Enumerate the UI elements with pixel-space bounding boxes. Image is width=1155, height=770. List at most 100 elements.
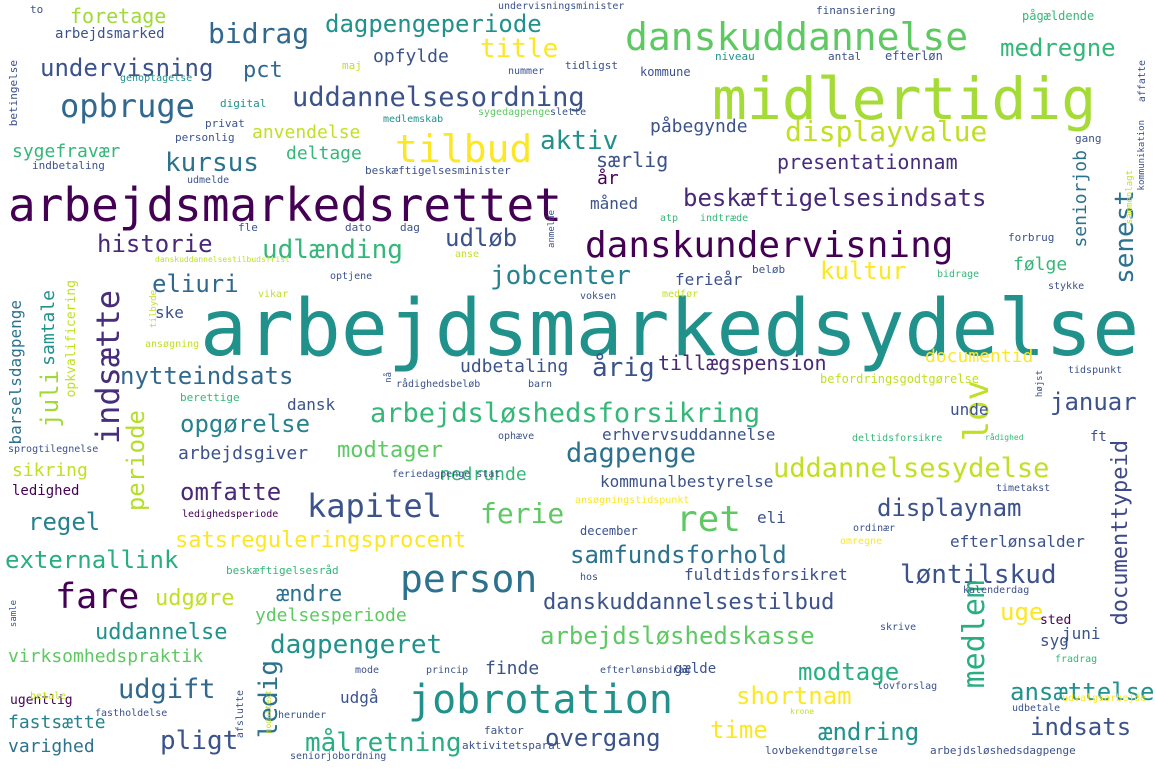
word: modultext	[264, 690, 273, 734]
word: ansættelse	[1010, 678, 1155, 706]
word: gang	[1075, 132, 1102, 145]
word: gælde	[674, 661, 717, 677]
word: shortnam	[736, 682, 852, 710]
word: dato	[345, 221, 372, 234]
word: dagpengeret	[270, 630, 443, 660]
word: arbejdsløshedsforsikring	[370, 398, 761, 429]
word: efterlønsbidrag	[600, 665, 691, 676]
word: nummer	[508, 66, 545, 77]
word: fradrag	[1055, 654, 1098, 665]
word: jobrotation	[408, 677, 673, 723]
word: hos	[580, 572, 599, 583]
word: udmelde	[187, 175, 230, 186]
word: dagpenge	[566, 438, 697, 469]
word: dagpengeperiode	[325, 10, 542, 38]
word: to	[30, 3, 44, 16]
word: tilbyde	[149, 290, 159, 328]
word: anmelde	[547, 210, 557, 248]
word: fastsætte	[8, 712, 106, 733]
word: privat	[205, 117, 245, 130]
word: kursus	[165, 148, 259, 178]
word: princip	[426, 665, 469, 676]
word: rådighedsbeløb	[396, 379, 481, 390]
word: tidspunkt	[1068, 365, 1123, 376]
word: sprogtilegnelse	[8, 444, 99, 455]
word: midlertidig	[712, 65, 1097, 133]
word: tilbud	[395, 127, 533, 171]
word: afslutte	[235, 690, 246, 739]
word: optjene	[330, 271, 373, 282]
word: modtager	[337, 438, 443, 463]
word: medregne	[1000, 34, 1116, 62]
word: satsreguleringsprocent	[175, 528, 467, 553]
word: sygefravær	[12, 141, 121, 162]
word: ft	[1090, 429, 1107, 445]
word: danskuddannelse	[625, 15, 969, 59]
word: historie	[97, 230, 213, 258]
word: ophæve	[498, 431, 535, 442]
word: samle	[9, 600, 19, 628]
word: documentid	[925, 346, 1034, 367]
word: vikar	[258, 289, 289, 300]
word: feriedagpenge stat	[392, 469, 501, 480]
word: barselsdagpenge	[6, 300, 25, 445]
word: skrive	[880, 622, 917, 633]
word: mode	[355, 665, 380, 676]
word: kommunikation	[1137, 120, 1147, 191]
word: documenttypeid	[1108, 440, 1133, 626]
word: udløb	[445, 224, 518, 252]
word: danskuddannelsestilbud	[543, 590, 835, 615]
word: uge	[1000, 598, 1044, 626]
word: undervisningsminister	[498, 1, 625, 12]
word: rådighed	[985, 433, 1024, 442]
word: foretage	[70, 4, 167, 28]
word: herunder	[278, 710, 327, 721]
word: beløb	[752, 263, 786, 276]
word: undervisning	[40, 54, 214, 82]
word: samtale	[38, 290, 59, 366]
word: fle	[238, 221, 258, 234]
word: påbegynde	[650, 116, 748, 137]
word: virksomhedspraktik	[8, 646, 204, 667]
word: lovforslag	[877, 681, 938, 692]
word: ansøgningstidspunkt	[575, 495, 690, 506]
word: displayvalue	[785, 115, 988, 148]
word: uddannelse	[95, 620, 228, 645]
word: indsats	[1030, 713, 1132, 741]
word: atp	[660, 213, 679, 224]
word: opkvalificering	[64, 280, 79, 398]
word: ansøgning	[145, 339, 200, 350]
word: periode	[122, 410, 150, 512]
word: pågældende	[1022, 9, 1095, 23]
word: arbejdsmarkedsydelse	[200, 284, 1140, 374]
word: beskæftigelsesminister	[365, 164, 511, 177]
word: opbruge	[60, 87, 195, 125]
word: ugentlig	[10, 693, 73, 708]
word: ledighed	[12, 483, 80, 499]
word: stykke	[1048, 281, 1085, 292]
word: personlig	[175, 131, 235, 144]
word: arbejdsløshedskasse	[540, 622, 815, 650]
word: juni	[1062, 624, 1101, 643]
word: udlænding	[262, 235, 403, 265]
word: maj	[342, 59, 362, 72]
word: udbetaling	[460, 356, 569, 377]
word: krone	[790, 707, 815, 716]
word: bidrage	[937, 269, 980, 280]
word: uddannelsesordning	[292, 82, 585, 113]
word: overgang	[545, 724, 661, 752]
word: danskundervisning	[585, 225, 954, 266]
word: tidligst	[565, 59, 618, 72]
word: betale	[30, 691, 67, 702]
word: indtræde	[700, 213, 749, 224]
word: sygedagpenge	[478, 107, 551, 118]
word: antal	[828, 50, 862, 63]
word: externallink	[5, 546, 179, 574]
word: indsætte	[89, 290, 127, 445]
word: samfundsforhold	[570, 541, 787, 569]
word: tillægspension	[658, 351, 827, 375]
word: særlig	[596, 148, 669, 172]
word: fastholdelse	[95, 708, 168, 719]
word: udgift	[118, 674, 216, 705]
word: unde	[950, 400, 989, 419]
